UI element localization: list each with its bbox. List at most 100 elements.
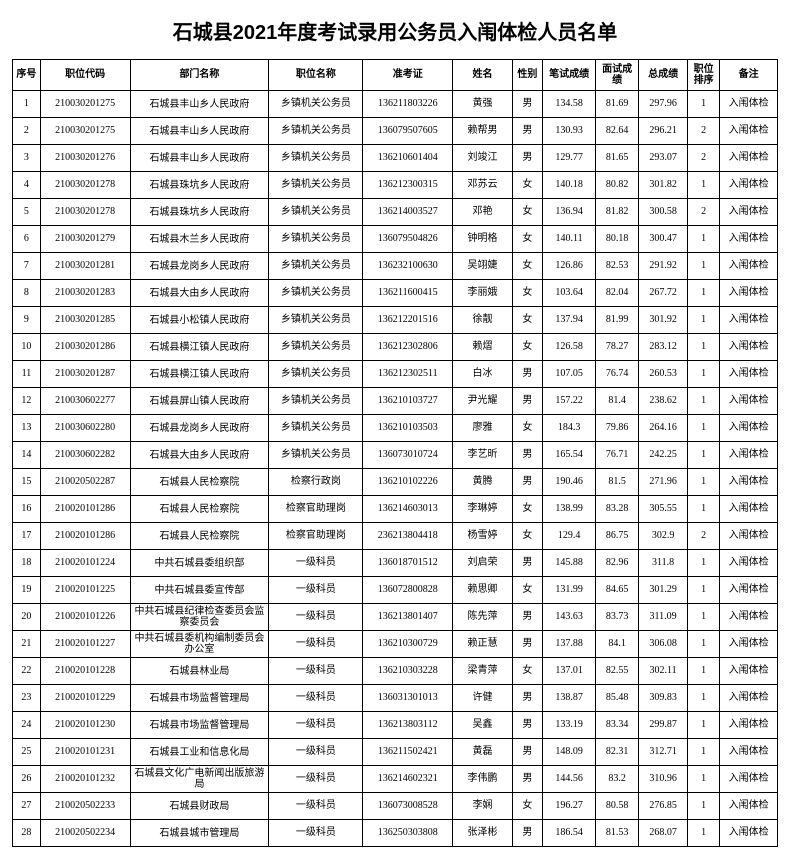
- cell-exam: 136211803226: [363, 91, 453, 118]
- cell-s2: 82.04: [596, 280, 639, 307]
- cell-exam: 136214602321: [363, 766, 453, 793]
- cell-exam: 236213804418: [363, 523, 453, 550]
- cell-exam: 136210103727: [363, 388, 453, 415]
- cell-s1: 103.64: [542, 280, 595, 307]
- cell-note: 入闱体检: [720, 307, 778, 334]
- cell-s2: 80.58: [596, 793, 639, 820]
- table-row: 6210030201279石城县木兰乡人民政府乡镇机关公务员1360795048…: [13, 226, 778, 253]
- cell-sex: 女: [512, 523, 542, 550]
- cell-name: 黄强: [453, 91, 513, 118]
- table-row: 28210020502234石城县城市管理局一级科员136250303808张泽…: [13, 820, 778, 847]
- cell-name: 陈先萍: [453, 604, 513, 631]
- roster-table: 序号 职位代码 部门名称 职位名称 准考证 姓名 性别 笔试成绩 面试成绩 总成…: [12, 59, 778, 847]
- cell-sex: 男: [512, 766, 542, 793]
- cell-rank: 1: [688, 604, 720, 631]
- cell-s2: 81.82: [596, 199, 639, 226]
- cell-tot: 299.87: [639, 712, 688, 739]
- cell-rank: 1: [688, 388, 720, 415]
- cell-s1: 145.88: [542, 550, 595, 577]
- cell-tot: 264.16: [639, 415, 688, 442]
- cell-name: 李琳婷: [453, 496, 513, 523]
- cell-rank: 1: [688, 334, 720, 361]
- cell-code: 210030201275: [40, 118, 130, 145]
- cell-seq: 14: [13, 442, 41, 469]
- cell-exam: 136079507605: [363, 118, 453, 145]
- cell-seq: 25: [13, 739, 41, 766]
- cell-seq: 28: [13, 820, 41, 847]
- cell-s2: 82.96: [596, 550, 639, 577]
- cell-pos: 一级科员: [269, 658, 363, 685]
- cell-note: 入闱体检: [720, 739, 778, 766]
- col-exam: 准考证: [363, 60, 453, 91]
- cell-note: 入闱体检: [720, 199, 778, 226]
- cell-dept: 石城县财政局: [130, 793, 269, 820]
- cell-code: 210030201276: [40, 145, 130, 172]
- cell-pos: 一级科员: [269, 631, 363, 658]
- cell-exam: 136213801407: [363, 604, 453, 631]
- table-row: 5210030201278石城县珠坑乡人民政府乡镇机关公务员1362140035…: [13, 199, 778, 226]
- cell-s2: 82.31: [596, 739, 639, 766]
- cell-name: 刘竣江: [453, 145, 513, 172]
- cell-exam: 136214003527: [363, 199, 453, 226]
- cell-seq: 12: [13, 388, 41, 415]
- cell-seq: 16: [13, 496, 41, 523]
- cell-rank: 2: [688, 199, 720, 226]
- table-row: 15210020502287石城县人民检察院检察行政岗136210102226黄…: [13, 469, 778, 496]
- cell-dept: 石城县丰山乡人民政府: [130, 91, 269, 118]
- cell-note: 入闱体检: [720, 118, 778, 145]
- cell-code: 210020101232: [40, 766, 130, 793]
- table-row: 24210020101230石城县市场监督管理局一级科员136213803112…: [13, 712, 778, 739]
- cell-tot: 296.21: [639, 118, 688, 145]
- cell-s1: 107.05: [542, 361, 595, 388]
- cell-seq: 10: [13, 334, 41, 361]
- cell-sex: 男: [512, 820, 542, 847]
- cell-seq: 5: [13, 199, 41, 226]
- cell-seq: 6: [13, 226, 41, 253]
- cell-s1: 126.86: [542, 253, 595, 280]
- cell-tot: 301.82: [639, 172, 688, 199]
- cell-tot: 260.53: [639, 361, 688, 388]
- cell-seq: 21: [13, 631, 41, 658]
- cell-exam: 136210300729: [363, 631, 453, 658]
- cell-exam: 136212302511: [363, 361, 453, 388]
- cell-s1: 136.94: [542, 199, 595, 226]
- table-row: 23210020101229石城县市场监督管理局一级科员136031301013…: [13, 685, 778, 712]
- cell-s2: 76.71: [596, 442, 639, 469]
- cell-seq: 3: [13, 145, 41, 172]
- cell-code: 210020101225: [40, 577, 130, 604]
- cell-s1: 138.99: [542, 496, 595, 523]
- cell-code: 210020101230: [40, 712, 130, 739]
- cell-exam: 136232100630: [363, 253, 453, 280]
- cell-rank: 1: [688, 550, 720, 577]
- cell-s1: 190.46: [542, 469, 595, 496]
- cell-rank: 1: [688, 415, 720, 442]
- cell-note: 入闱体检: [720, 658, 778, 685]
- cell-exam: 136212302806: [363, 334, 453, 361]
- cell-s1: 133.19: [542, 712, 595, 739]
- cell-pos: 一级科员: [269, 739, 363, 766]
- cell-s1: 148.09: [542, 739, 595, 766]
- cell-pos: 一级科员: [269, 766, 363, 793]
- cell-name: 赖思卿: [453, 577, 513, 604]
- col-code: 职位代码: [40, 60, 130, 91]
- cell-rank: 1: [688, 793, 720, 820]
- cell-sex: 男: [512, 685, 542, 712]
- cell-s2: 80.18: [596, 226, 639, 253]
- cell-rank: 1: [688, 253, 720, 280]
- table-row: 4210030201278石城县珠坑乡人民政府乡镇机关公务员1362123003…: [13, 172, 778, 199]
- cell-tot: 293.07: [639, 145, 688, 172]
- cell-seq: 15: [13, 469, 41, 496]
- cell-sex: 女: [512, 172, 542, 199]
- col-name: 姓名: [453, 60, 513, 91]
- cell-seq: 11: [13, 361, 41, 388]
- table-row: 18210020101224中共石城县委组织部一级科员136018701512刘…: [13, 550, 778, 577]
- cell-code: 210030201278: [40, 172, 130, 199]
- cell-tot: 300.47: [639, 226, 688, 253]
- cell-seq: 22: [13, 658, 41, 685]
- cell-rank: 1: [688, 361, 720, 388]
- cell-s2: 84.65: [596, 577, 639, 604]
- cell-dept: 石城县小松镇人民政府: [130, 307, 269, 334]
- cell-sex: 男: [512, 361, 542, 388]
- cell-pos: 乡镇机关公务员: [269, 145, 363, 172]
- col-sex: 性别: [512, 60, 542, 91]
